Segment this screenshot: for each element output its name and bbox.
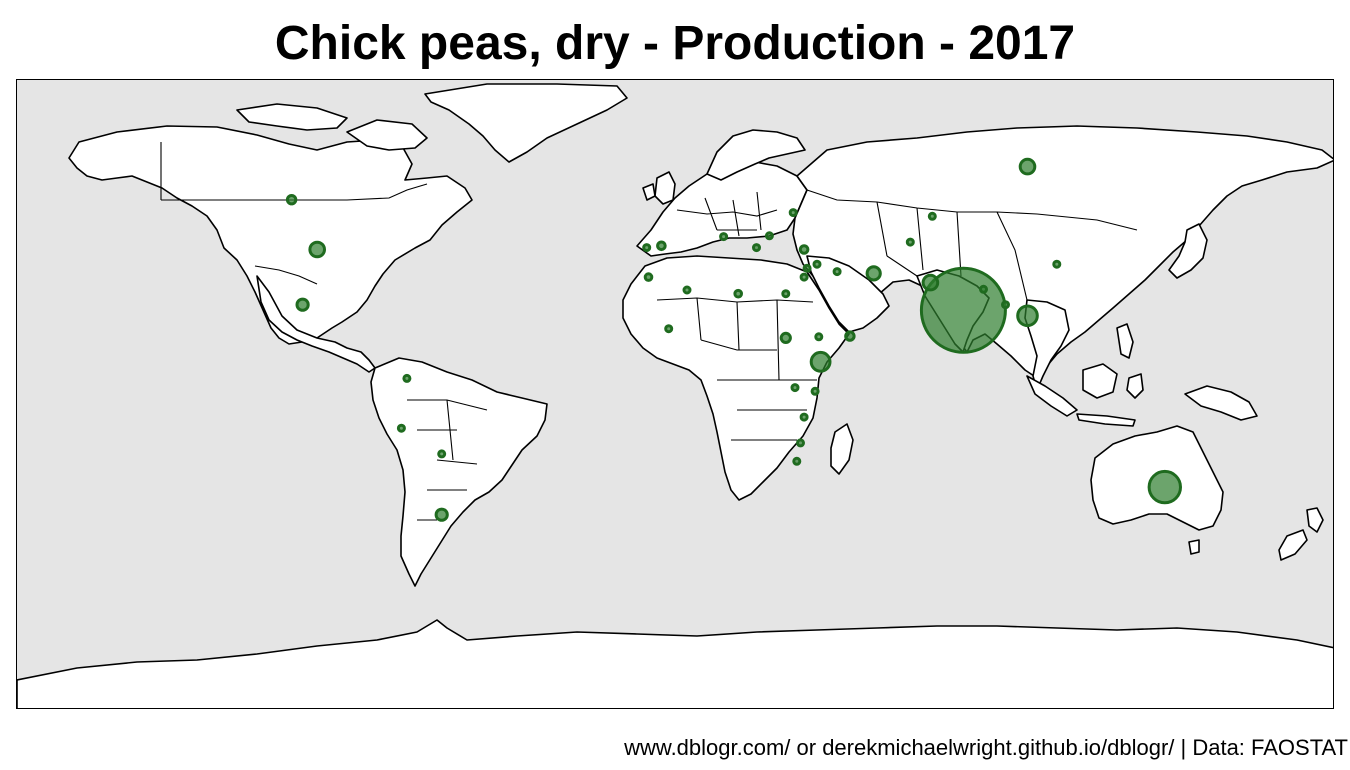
borders-africa	[656, 297, 817, 441]
bubble-greece	[752, 243, 761, 253]
map-panel	[16, 79, 1334, 709]
bubble-portugal	[642, 243, 652, 253]
bubble-sudan	[779, 331, 792, 344]
land-africa	[622, 255, 850, 501]
bubble-iraq	[832, 267, 842, 277]
land-south-america	[370, 357, 548, 587]
bubble-bulgaria	[764, 231, 774, 241]
land-new-zealand-south	[1278, 529, 1308, 561]
land-sulawesi	[1126, 373, 1144, 399]
land-arctic-islands	[236, 103, 348, 131]
land-baffin	[346, 119, 428, 151]
bubble-pakistan	[921, 273, 940, 292]
bubble-egypt	[781, 289, 791, 299]
bubble-yemen	[844, 330, 856, 342]
land-new-guinea	[1184, 385, 1258, 421]
bubble-bangladesh	[1001, 300, 1010, 310]
land-japan	[1168, 223, 1208, 279]
production-bubbles	[285, 157, 1183, 522]
bubble-tanzania	[799, 412, 809, 422]
land-layer	[17, 83, 1333, 708]
land-arabia	[806, 255, 890, 333]
bubble-kenya	[810, 386, 820, 396]
country-borders	[160, 142, 1138, 521]
land-ireland	[642, 183, 656, 201]
bubble-colombia	[402, 373, 412, 383]
land-borneo	[1082, 363, 1118, 399]
border-us-mexico	[254, 265, 318, 285]
land-sumatra	[1026, 375, 1078, 417]
bubble-united-states	[308, 240, 327, 259]
land-new-zealand-north	[1306, 507, 1324, 533]
border-us-canada	[161, 183, 428, 201]
bubble-kazakhstan	[927, 211, 937, 221]
bubble-ethiopia	[809, 350, 832, 373]
world-map	[17, 83, 1333, 708]
bubble-algeria	[682, 285, 692, 295]
bubble-china	[1052, 259, 1062, 269]
bubble-eritrea	[814, 332, 824, 342]
land-java	[1076, 413, 1136, 427]
bubble-syria	[812, 259, 822, 269]
borders-asia	[806, 189, 1138, 301]
bubble-uzbekistan	[905, 237, 915, 247]
bubble-uganda	[790, 383, 800, 393]
borders-south-america	[407, 399, 488, 521]
land-philippines	[1116, 323, 1134, 359]
bubble-peru	[396, 423, 406, 433]
bubble-argentina	[434, 507, 449, 522]
land-scandinavia	[706, 129, 806, 181]
bubble-lebanon	[802, 263, 812, 273]
bubble-australia	[1147, 469, 1183, 505]
bubble-italy	[719, 232, 729, 242]
bubble-spain	[656, 240, 667, 252]
bubble-morocco	[643, 272, 654, 282]
bubble-mexico	[295, 297, 310, 312]
bubble-mali	[664, 324, 674, 334]
bubble-myanmar	[1016, 304, 1039, 328]
bubble-bolivia	[437, 449, 447, 459]
bubble-ukraine	[788, 208, 798, 218]
bubble-turkey	[798, 244, 810, 255]
bubble-nepal	[979, 284, 988, 294]
borders-europe	[676, 191, 778, 237]
bubble-libya	[733, 288, 744, 299]
bubble-canada	[285, 194, 298, 206]
land-greenland	[424, 83, 628, 163]
map-title: Chick peas, dry - Production - 2017	[274, 17, 1076, 70]
land-central-america	[256, 275, 376, 373]
bubble-israel	[799, 272, 809, 282]
bubble-russia	[1018, 157, 1037, 176]
bubble-malawi-mozambique	[792, 456, 802, 466]
source-caption: www.dblogr.com/ or derekmichaelwright.gi…	[624, 735, 1348, 760]
bubble-iran	[865, 265, 882, 282]
land-britain	[654, 171, 676, 205]
land-tasmania	[1188, 539, 1200, 555]
land-madagascar	[830, 423, 854, 475]
bubble-malawi	[796, 438, 805, 448]
land-antarctica	[17, 619, 1333, 708]
